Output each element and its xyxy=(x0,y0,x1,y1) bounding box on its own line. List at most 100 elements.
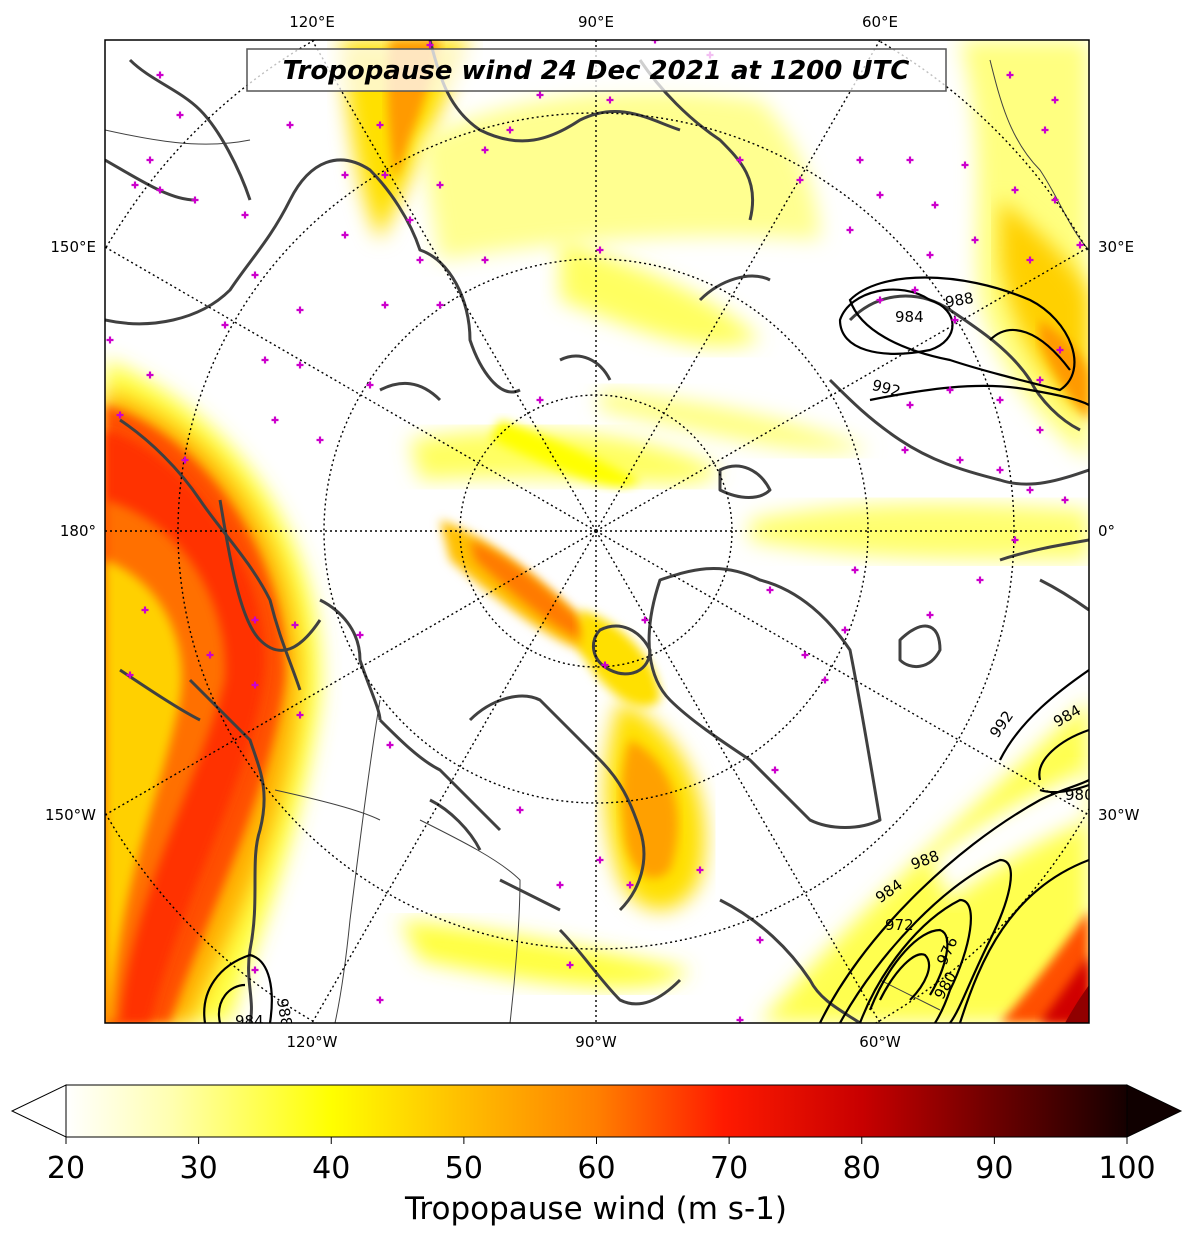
station-marker xyxy=(796,176,804,184)
graticule xyxy=(105,40,1089,1023)
station-marker xyxy=(1006,71,1014,79)
station-marker xyxy=(736,156,744,164)
station-marker xyxy=(1051,96,1059,104)
station-marker xyxy=(366,381,374,389)
longitude-labels: 120°E 90°E 60°E 120°W 90°W 60°W 150°E 18… xyxy=(45,13,1140,1051)
station-marker xyxy=(436,181,444,189)
contour-label: 980 xyxy=(1065,786,1094,804)
station-marker xyxy=(536,91,544,99)
station-marker xyxy=(381,301,389,309)
station-marker xyxy=(416,256,424,264)
station-marker xyxy=(506,126,514,134)
station-marker xyxy=(1036,426,1044,434)
contour-label: 988 xyxy=(273,997,296,1028)
colorbar-tick-label: 20 xyxy=(47,1151,85,1186)
colorbar-tick-label: 80 xyxy=(843,1151,881,1186)
station-marker xyxy=(426,41,434,49)
station-marker xyxy=(756,936,764,944)
station-marker xyxy=(1011,186,1019,194)
station-marker xyxy=(846,226,854,234)
station-marker xyxy=(296,361,304,369)
station-marker xyxy=(766,586,774,594)
station-marker xyxy=(601,661,609,669)
station-marker xyxy=(191,196,199,204)
title-box: Tropopause wind 24 Dec 2021 at 1200 UTC xyxy=(246,48,947,92)
colorbar-tick-label: 70 xyxy=(710,1151,748,1186)
lon-label-right: 0° xyxy=(1098,522,1115,540)
colorbar-label: Tropopause wind (m s-1) xyxy=(404,1191,787,1227)
station-marker xyxy=(386,741,394,749)
station-marker xyxy=(251,681,259,689)
station-marker xyxy=(876,191,884,199)
station-marker xyxy=(296,306,304,314)
station-marker xyxy=(156,71,164,79)
station-marker xyxy=(481,256,489,264)
station-marker xyxy=(251,616,259,624)
station-marker xyxy=(1056,346,1064,354)
contour-label: 984 xyxy=(235,1012,264,1030)
station-marker xyxy=(116,411,124,419)
station-marker xyxy=(901,446,909,454)
station-marker xyxy=(566,961,574,969)
lon-label-left: 150°E xyxy=(50,238,96,256)
station-marker xyxy=(1026,256,1034,264)
lon-label-top: 60°E xyxy=(862,13,898,31)
station-marker xyxy=(1036,376,1044,384)
colorbar-tick-label: 90 xyxy=(975,1151,1013,1186)
colorbar-tick-label: 40 xyxy=(312,1151,350,1186)
station-marker xyxy=(131,181,139,189)
station-marker xyxy=(376,996,384,1004)
station-marker xyxy=(126,671,134,679)
lon-label-top: 90°E xyxy=(578,13,614,31)
station-marker xyxy=(356,631,364,639)
colorbar-tick-label: 30 xyxy=(180,1151,218,1186)
station-marker xyxy=(651,40,659,44)
station-marker xyxy=(951,316,959,324)
lon-label-top: 120°E xyxy=(289,13,335,31)
station-marker xyxy=(911,286,919,294)
station-marker xyxy=(926,251,934,259)
colorbar-tick-label: 100 xyxy=(1098,1151,1155,1186)
station-marker xyxy=(556,881,564,889)
station-marker xyxy=(961,161,969,169)
station-marker xyxy=(926,611,934,619)
lon-label-right: 30°E xyxy=(1098,238,1134,256)
station-marker xyxy=(156,186,164,194)
station-marker xyxy=(221,321,229,329)
station-marker xyxy=(841,626,849,634)
colorbar-extend-max xyxy=(1126,1084,1183,1138)
station-marker xyxy=(851,566,859,574)
station-marker xyxy=(996,396,1004,404)
pressure-contours xyxy=(203,276,1089,1023)
station-marker xyxy=(181,456,189,464)
colorbar-extend-min xyxy=(10,1084,67,1138)
colorbar-tick-label: 60 xyxy=(577,1151,615,1186)
station-marker xyxy=(946,386,954,394)
contour-label: 988 xyxy=(944,289,975,312)
station-marker xyxy=(251,271,259,279)
station-marker xyxy=(536,396,544,404)
station-marker xyxy=(241,211,249,219)
lon-label-left: 180° xyxy=(60,522,96,540)
station-marker xyxy=(271,416,279,424)
station-marker xyxy=(341,231,349,239)
station-marker xyxy=(606,96,614,104)
map-title: Tropopause wind 24 Dec 2021 at 1200 UTC xyxy=(283,56,910,86)
lon-label-left: 150°W xyxy=(45,806,96,824)
station-marker xyxy=(771,766,779,774)
lon-label-bottom: 120°W xyxy=(287,1033,338,1051)
station-marker xyxy=(296,711,304,719)
station-marker xyxy=(1076,241,1084,249)
station-marker xyxy=(906,401,914,409)
station-marker xyxy=(316,436,324,444)
station-marker xyxy=(176,111,184,119)
station-marker xyxy=(406,216,414,224)
station-marker xyxy=(996,466,1004,474)
station-marker xyxy=(146,156,154,164)
station-marker xyxy=(1051,196,1059,204)
station-marker xyxy=(976,576,984,584)
station-marker xyxy=(696,866,704,874)
contour-label: 984 xyxy=(895,308,924,326)
station-marker xyxy=(481,146,489,154)
